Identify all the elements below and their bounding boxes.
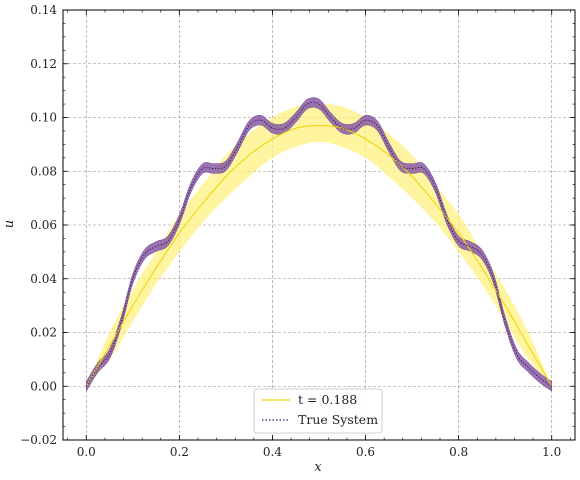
y-tick-label-1: 0.00 — [30, 379, 57, 393]
x-tick-label-4: 0.8 — [449, 445, 468, 459]
line-true-system — [85, 101, 553, 387]
x-tick-label-0: 0.0 — [77, 445, 96, 459]
y-tick-label-2: 0.02 — [30, 326, 57, 340]
y-tick-label-4: 0.06 — [30, 218, 57, 232]
axis-ticks: 0.0 0.2 0.4 0.6 0.8 1.0 −0.02 0.00 0.02 0.04 0.06 0… — [20, 3, 575, 459]
y-axis-label: u — [2, 220, 17, 228]
x-tick-label-5: 1.0 — [542, 445, 561, 459]
grid-lines — [63, 9, 575, 441]
x-tick-label-3: 0.6 — [356, 445, 375, 459]
line-t — [85, 125, 553, 387]
y-tick-label-3: 0.04 — [30, 272, 57, 286]
uncertainty-bands — [86, 97, 552, 392]
band-true-system — [86, 97, 552, 392]
x-axis-label: x — [314, 460, 322, 475]
legend-label-t: t = 0.188 — [298, 392, 357, 407]
x-tick-label-2: 0.4 — [263, 445, 282, 459]
y-tick-label-8: 0.14 — [30, 3, 57, 17]
series-lines — [85, 101, 553, 387]
y-tick-label-0: −0.02 — [20, 433, 57, 447]
x-tick-label-1: 0.2 — [170, 445, 189, 459]
y-tick-label-5: 0.08 — [30, 164, 57, 178]
y-tick-label-6: 0.10 — [30, 111, 57, 125]
legend: t = 0.188 True System — [253, 388, 383, 434]
y-tick-label-7: 0.12 — [30, 57, 57, 71]
legend-label-true-system: True System — [298, 412, 378, 427]
